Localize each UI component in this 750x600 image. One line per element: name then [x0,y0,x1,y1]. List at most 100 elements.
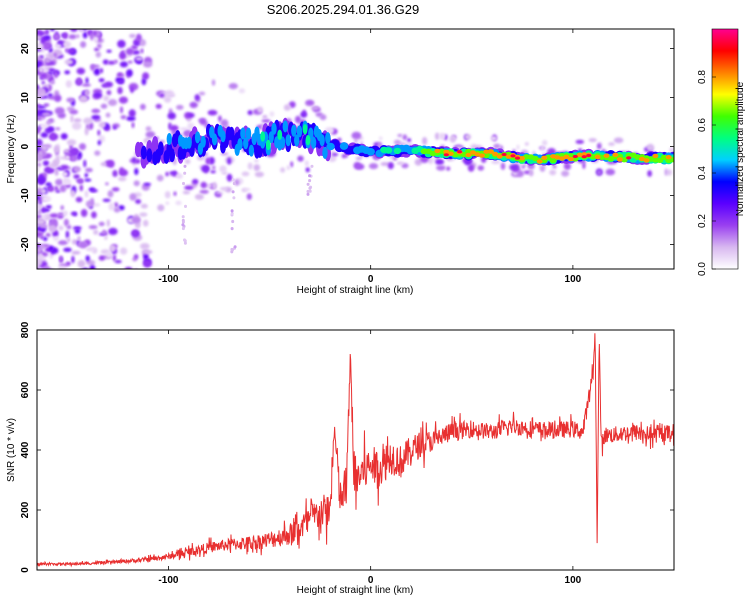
heatmap-noise-blob [93,68,101,76]
heatmap-noise-blob [368,163,379,170]
heatmap-ridge-blob [245,127,252,140]
heatmap-noise-blob [81,83,91,87]
heatmap-noise-blob [549,169,557,176]
heatmap-noise-blob [66,48,76,54]
heatmap-noise-blob [39,123,49,129]
heatmap-noise-blob [48,52,55,61]
heatmap-noise-blob [47,245,55,252]
heatmap-noise-blob [127,60,133,64]
heatmap-noise-blob [120,247,128,255]
heatmap-noise-blob [254,171,264,178]
heatmap-noise-blob [84,89,90,97]
heatmap-ridge-blob [277,129,283,140]
heatmap-noise-blob [39,32,45,36]
heatmap-noise-blob [105,273,111,276]
heatmap-noise-blob [414,158,422,166]
heatmap-noise-blob [39,92,45,97]
heatmap-noise-blob [226,173,233,182]
heatmap-noise-blob [48,224,57,233]
heatmap-noise-blob [84,190,89,198]
heatmap-ridge-blob [457,150,463,154]
heatmap-noise-blob [89,264,96,269]
heatmap-noise-blob [63,218,69,227]
heatmap-noise-blob [283,104,291,111]
heatmap-noise-blob [189,101,198,109]
heatmap-noise-blob [179,127,189,131]
heatmap-noise-blob [83,159,87,168]
heatmap-y-label: Frequency (Hz) [6,115,17,184]
heatmap-noise-blob [233,245,237,249]
heatmap-noise-blob [199,189,209,194]
heatmap-noise-blob [53,53,57,57]
snr-y-label: SNR (10 * v/v) [6,418,17,482]
heatmap-ridge-blob [482,152,490,159]
heatmap-noise-blob [53,33,61,41]
heatmap-ridge-blob [603,153,610,158]
heatmap-noise-blob [76,178,84,184]
heatmap-noise-blob [112,125,117,130]
heatmap-noise-blob [54,168,59,176]
heatmap-noise-blob [42,214,47,219]
heatmap-noise-blob [646,143,655,152]
heatmap-noise-blob [130,86,134,94]
heatmap-noise-blob [540,145,544,152]
heatmap-noise-blob [139,212,148,217]
heatmap-noise-blob [407,138,411,143]
heatmap-noise-blob [294,115,302,124]
heatmap-noise-blob [99,68,104,74]
heatmap-noise-blob [75,34,80,38]
heatmap-noise-blob [194,94,201,101]
heatmap-noise-blob [133,42,139,46]
heatmap-noise-blob [588,138,597,143]
heatmap-noise-blob [194,193,204,200]
heatmap-noise-blob [90,189,98,193]
colorbar-ticks: 0.0 0.2 0.4 0.6 0.8 [697,70,716,276]
heatmap-noise-blob [68,34,77,40]
heatmap-noise-blob [184,158,191,165]
heatmap-noise-blob [243,188,251,191]
heatmap-noise-blob [72,166,81,173]
heatmap-noise-blob [238,88,246,94]
snr-x-label: Height of straight line (km) [297,585,414,596]
heatmap-noise-blob [90,32,94,41]
heatmap-ridge-blob [248,144,255,157]
heatmap-noise-blob [66,224,72,230]
heatmap-noise-blob [66,237,71,243]
y-tick-label: 600 [20,381,31,398]
heatmap-noise-blob [129,33,136,38]
heatmap-ridge-blob [326,142,335,151]
heatmap-noise-blob [105,182,109,186]
heatmap-noise-blob [427,156,434,165]
heatmap-noise-blob [113,277,121,282]
heatmap-noise-blob [446,166,451,171]
heatmap-noise-blob [45,58,51,63]
heatmap-ridge-blob [518,156,525,161]
heatmap-noise-blob [220,152,229,156]
heatmap-ridge-blob [443,153,449,157]
y-tick-label: 0 [20,567,31,573]
heatmap-noise-blob [40,55,44,59]
heatmap-noise-blob [43,236,48,241]
heatmap-noise-blob [109,244,116,253]
heatmap-noise-blob [305,167,310,173]
heatmap-noise-blob [165,171,169,177]
heatmap-noise-blob [355,156,362,161]
heatmap-noise-blob [42,41,52,50]
heatmap-noise-blob [82,31,88,39]
heatmap-x-label: Height of straight line (km) [297,285,414,296]
heatmap-noise-blob [176,104,184,110]
x-tick-label: -100 [158,575,178,586]
heatmap-noise-blob [198,91,206,96]
heatmap-noise-blob [62,41,72,48]
heatmap-noise-blob [231,219,235,224]
heatmap-noise-blob [91,114,101,120]
heatmap-noise-blob [40,235,44,240]
heatmap-ridge-blob [366,148,375,156]
heatmap-noise-blob [63,210,68,216]
heatmap-noise-blob [212,165,216,170]
heatmap-noise-blob [128,109,136,118]
heatmap-noise-blob [70,114,74,123]
heatmap-ridge-blob [665,155,672,160]
heatmap-noise-blob [231,178,235,182]
heatmap-noise-blob [51,132,55,141]
